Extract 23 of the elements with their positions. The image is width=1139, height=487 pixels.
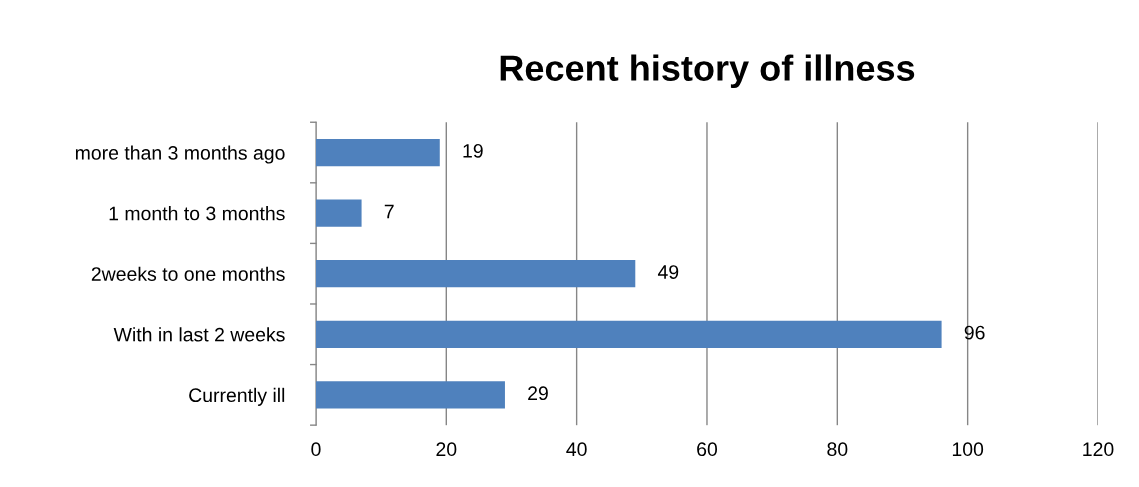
- x-tick-label: 40: [566, 442, 587, 457]
- x-tick-label: 80: [827, 442, 848, 457]
- y-tick-label: With in last 2 weeks: [113, 327, 285, 342]
- x-tick-label: 0: [311, 442, 321, 457]
- y-tick-label: 2weeks to one months: [91, 266, 285, 281]
- data-label: 29: [528, 386, 548, 401]
- y-tick-label: 1 month to 3 months: [109, 206, 285, 221]
- x-tick-label: 60: [697, 442, 718, 457]
- bar: [315, 138, 440, 167]
- y-tick-label: Currently ill: [189, 387, 285, 406]
- data-label: 19: [463, 143, 483, 158]
- data-label: 96: [964, 325, 985, 340]
- x-tick-label: 120: [1083, 442, 1114, 457]
- bar: [315, 320, 942, 348]
- data-label: 7: [384, 204, 394, 219]
- bar: [315, 381, 505, 409]
- bar: [315, 199, 362, 227]
- chart-title: Recent history of illness: [500, 54, 915, 89]
- x-tick-label: 100: [952, 442, 984, 457]
- y-tick-label: more than 3 months ago: [75, 145, 285, 164]
- bar: [315, 260, 636, 288]
- x-tick-label: 20: [436, 442, 457, 457]
- data-label: 49: [657, 265, 679, 279]
